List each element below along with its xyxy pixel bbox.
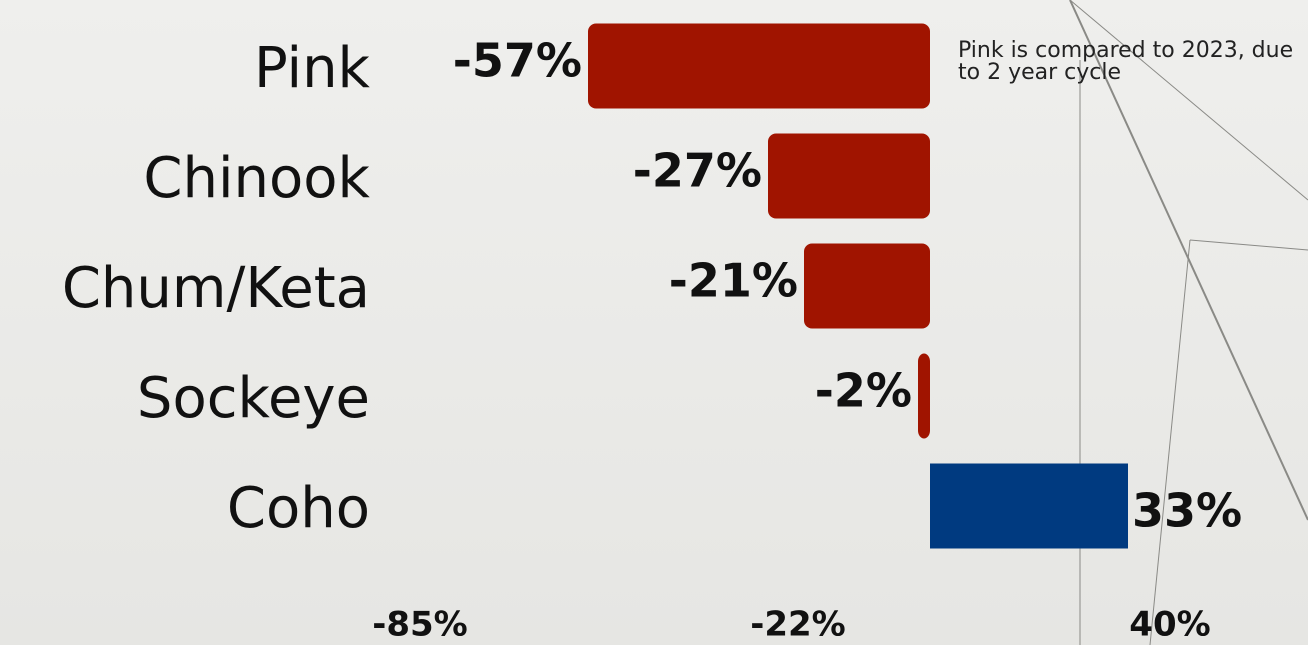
bar: [768, 133, 930, 219]
value-label: -21%: [669, 254, 798, 308]
y-tick-label: Pink: [254, 36, 371, 101]
bar: [804, 243, 930, 329]
mast: [1069, 0, 1308, 521]
value-label: -2%: [815, 364, 912, 418]
annotation: Pink is compared to 2023, due to 2 year …: [958, 38, 1294, 85]
rope: [1189, 239, 1308, 251]
rope: [1069, 0, 1308, 201]
y-tick-label: Sockeye: [137, 366, 370, 431]
y-tick-label: Chinook: [143, 146, 370, 211]
y-tick-label: Chum/Keta: [62, 256, 370, 321]
value-label: 33%: [1132, 484, 1242, 538]
x-tick-label: -22%: [750, 605, 846, 645]
x-tick-label: -85%: [372, 605, 468, 645]
bar: [930, 463, 1128, 549]
rope: [1149, 239, 1191, 645]
bar: [918, 353, 930, 439]
bar: [588, 23, 930, 109]
value-label: -57%: [453, 34, 582, 88]
y-tick-label: Coho: [227, 476, 370, 541]
x-tick-label: 40%: [1129, 605, 1210, 645]
value-label: -27%: [633, 144, 762, 198]
